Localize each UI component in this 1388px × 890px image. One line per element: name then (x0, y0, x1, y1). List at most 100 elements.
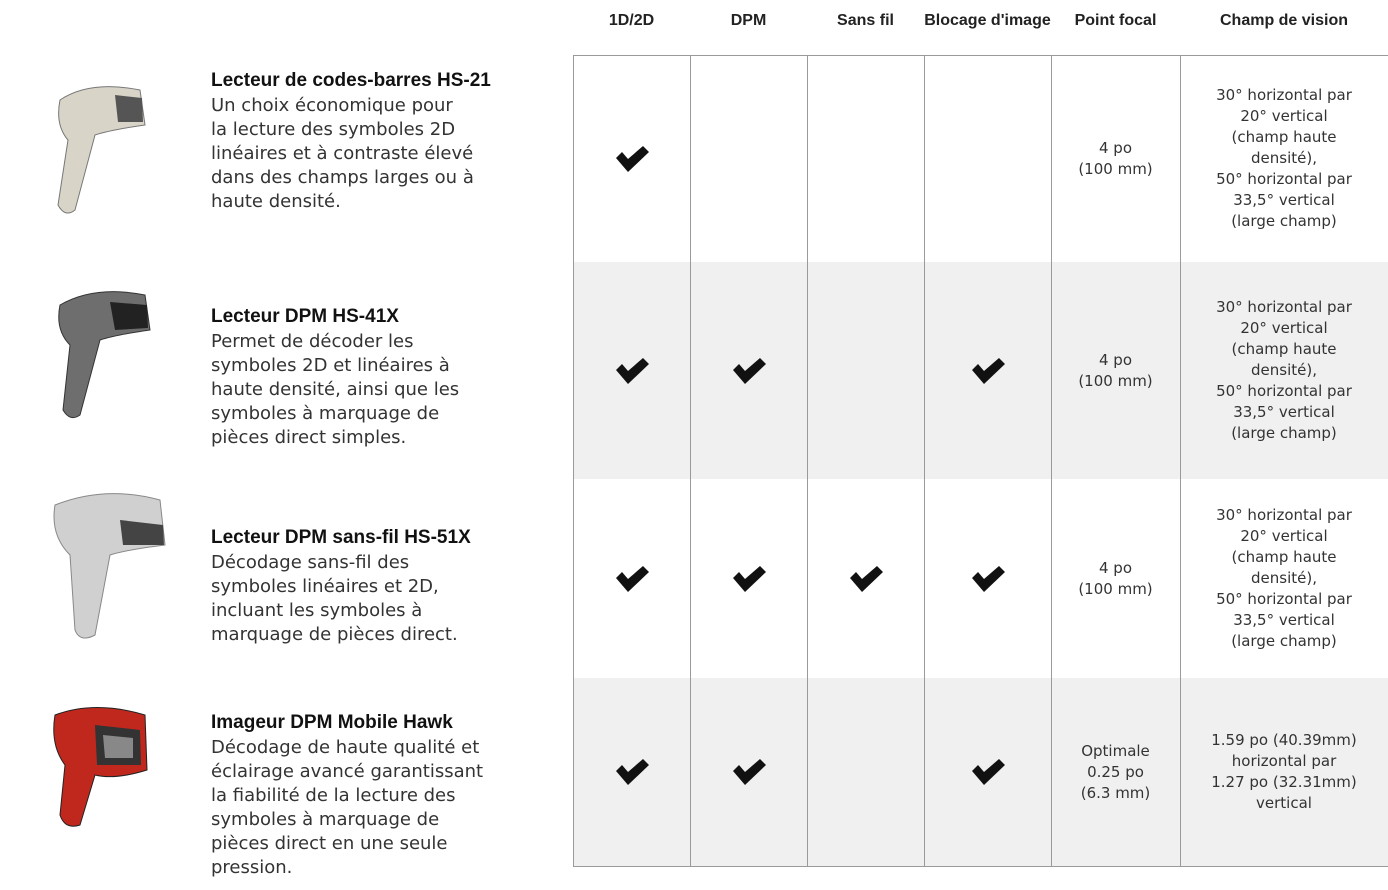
check-mark (573, 55, 690, 262)
check-mark (807, 479, 924, 678)
description-line: la lecture des symboles 2D (211, 119, 456, 140)
focal-line: 4 po (1098, 350, 1132, 369)
field-line: (large champ) (1231, 632, 1337, 650)
product-title: Lecteur DPM HS-41X (211, 306, 399, 327)
focal-line: Optimale (1081, 741, 1150, 760)
column-divider (807, 55, 808, 866)
description-line: symboles à marquage de (211, 809, 440, 830)
field-line: 33,5° vertical (1233, 611, 1335, 629)
focal-line: 4 po (1098, 558, 1132, 577)
field-line: densité), (1251, 149, 1317, 167)
column-divider (690, 55, 691, 866)
check-icon (615, 145, 649, 172)
field-cell: 30° horizontal par 20° vertical (champ hau… (1180, 479, 1388, 678)
check-icon (615, 759, 649, 785)
field-line: 20° vertical (1240, 319, 1328, 337)
field-line: 20° vertical (1240, 107, 1328, 125)
description-line: Décodage de haute qualité et (211, 737, 480, 758)
description-line: pièces direct simples. (211, 427, 407, 448)
description-line: symboles linéaires et 2D, (211, 576, 439, 597)
focal-line: 4 po (1098, 138, 1132, 157)
field-cell: 1.59 po (40.39mm) horizontal par 1.27 po (… (1180, 678, 1388, 866)
check-icon (615, 357, 649, 384)
field-line: (large champ) (1231, 212, 1337, 230)
description-line: Un choix économique pour (211, 95, 453, 116)
description-line: marquage de pièces direct. (211, 624, 458, 645)
field-line: 1.59 po (40.39mm) (1211, 731, 1357, 749)
check-mark (924, 479, 1051, 678)
check-icon (615, 565, 649, 592)
field-line: (champ haute (1231, 340, 1337, 358)
check-mark (690, 479, 807, 678)
description-line: symboles à marquage de (211, 403, 440, 424)
column-divider (1180, 55, 1181, 866)
check-icon (732, 357, 766, 384)
check-mark (573, 479, 690, 678)
product-image (57, 86, 146, 214)
focal-line: (100 mm) (1078, 159, 1153, 178)
field-line: 1.27 po (32.31mm) (1211, 773, 1357, 791)
product-title: Lecteur DPM sans-fil HS-51X (211, 527, 471, 548)
field-line: (large champ) (1231, 424, 1337, 442)
check-mark (690, 678, 807, 866)
check-icon (732, 759, 766, 785)
field-cell: 30° horizontal par 20° vertical (champ hau… (1180, 262, 1388, 479)
description-line: pièces direct en une seule (211, 833, 448, 854)
check-mark (924, 678, 1051, 866)
description-line: Permet de décoder les (211, 331, 414, 352)
product-description: Décodage de haute qualité et éclairage av… (211, 736, 483, 880)
product-image (53, 707, 148, 827)
field-line: 30° horizontal par (1216, 86, 1352, 104)
field-line: (champ haute (1231, 548, 1337, 566)
focal-cell: 4 po (100 mm) (1051, 262, 1180, 479)
field-line: 50° horizontal par (1216, 590, 1352, 608)
column-header: Blocage d'image (924, 12, 1051, 29)
field-line: 30° horizontal par (1216, 298, 1352, 316)
description-line: linéaires et à contraste élevé (211, 143, 474, 164)
field-line: (champ haute (1231, 128, 1337, 146)
description-line: éclairage avancé garantissant (211, 761, 484, 782)
column-header: DPM (730, 12, 767, 29)
description-line: dans des champs larges ou à (211, 167, 474, 188)
focal-line: (100 mm) (1078, 371, 1153, 390)
field-line: horizontal par (1231, 752, 1337, 770)
focal-cell: 4 po (100 mm) (1051, 55, 1180, 262)
description-line: incluant les symboles à (211, 600, 423, 621)
row-background (573, 55, 1388, 262)
field-line: 50° horizontal par (1216, 382, 1352, 400)
focal-line: 0.25 po (1087, 762, 1144, 781)
field-line: 33,5° vertical (1233, 403, 1335, 421)
product-image (58, 291, 151, 419)
column-header: Point focal (1074, 12, 1157, 29)
check-icon (732, 565, 766, 592)
product-description: Décodage sans-fil des symboles linéaires … (211, 551, 458, 647)
check-mark (573, 678, 690, 866)
product-title: Imageur DPM Mobile Hawk (211, 712, 453, 733)
product-image (53, 493, 166, 639)
focal-line: (100 mm) (1078, 579, 1153, 598)
table-left-border (573, 55, 574, 866)
field-cell: 30° horizontal par 20° vertical (champ hau… (1180, 55, 1388, 262)
description-line: pression. (211, 857, 293, 878)
product-description: Un choix économique pour la lecture des s… (211, 94, 474, 214)
field-line: 30° horizontal par (1216, 506, 1352, 524)
check-icon (849, 565, 883, 592)
field-line: 50° horizontal par (1216, 170, 1352, 188)
focal-cell: 4 po (100 mm) (1051, 479, 1180, 678)
product-description: Permet de décoder les symboles 2D et liné… (211, 330, 459, 450)
check-icon (971, 759, 1005, 785)
check-mark (924, 262, 1051, 479)
column-divider (924, 55, 925, 866)
check-mark (690, 262, 807, 479)
description-line: la fiabilité de la lecture des (211, 785, 456, 806)
column-header: Sans fil (837, 12, 894, 29)
description-line: Décodage sans-fil des (211, 552, 410, 573)
product-title: Lecteur de codes-barres HS-21 (211, 70, 491, 91)
column-header: Champ de vision (1219, 12, 1349, 29)
field-line: densité), (1251, 361, 1317, 379)
focal-line: (6.3 mm) (1080, 783, 1151, 802)
check-icon (971, 565, 1005, 592)
field-line: vertical (1256, 794, 1312, 812)
check-mark (573, 262, 690, 479)
